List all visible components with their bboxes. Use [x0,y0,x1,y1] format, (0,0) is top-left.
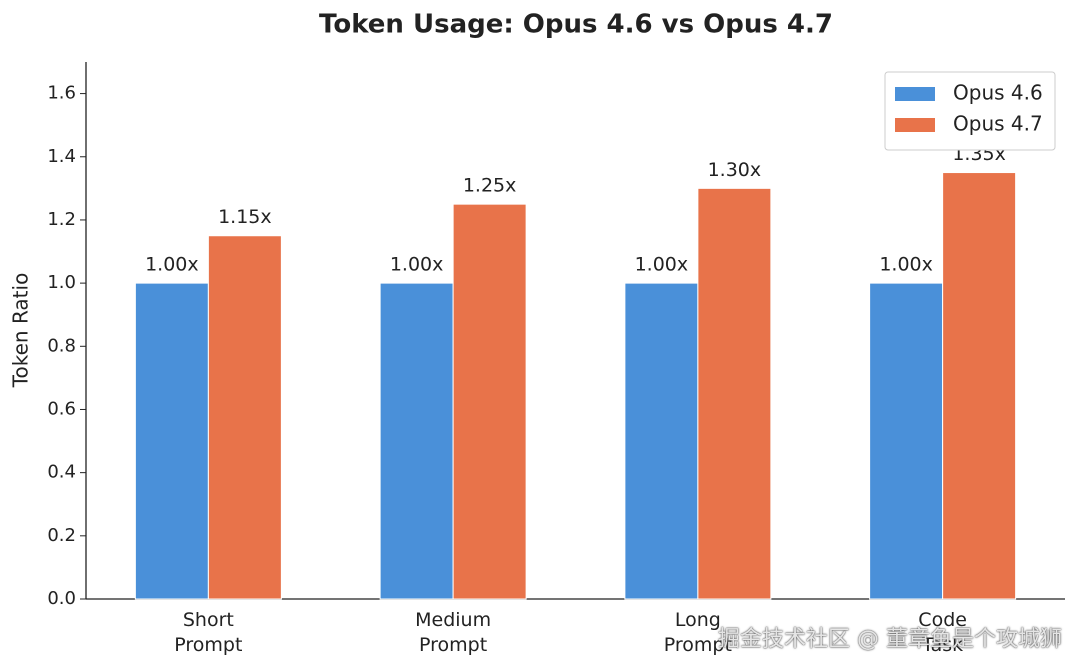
value-label: 1.00x [145,254,199,276]
y-tick-label: 0.6 [47,398,76,419]
bar [207,235,282,600]
value-label: 1.00x [635,254,689,276]
y-tick-label: 0.2 [47,525,76,546]
x-tick-label: Medium Prompt [415,609,492,656]
bar [942,172,1017,600]
bar [134,282,209,600]
y-tick-label: 0.8 [47,335,76,356]
x-tick-label: Long Prompt [663,609,732,656]
y-axis-label: Token Ratio [9,273,33,389]
legend-label: Opus 4.6 [953,81,1043,105]
value-label: 1.00x [879,254,933,276]
value-label: 1.15x [218,206,272,228]
chart-title: Token Usage: Opus 4.6 vs Opus 4.7 [319,10,833,40]
y-tick-label: 1.2 [47,209,76,230]
legend-label: Opus 4.7 [953,112,1043,136]
value-label: 1.30x [708,159,762,181]
bar [624,282,699,600]
y-tick-label: 1.0 [47,272,76,293]
y-tick-label: 1.4 [47,146,76,167]
y-tick-label: 1.6 [47,83,76,104]
x-tick-label: Short Prompt [174,609,243,656]
bar [379,282,454,600]
watermark: 掘金技术社区 @ 董章鱼是个攻城狮 [718,627,1062,652]
y-tick-label: 0.0 [47,588,76,609]
bar [452,203,527,600]
y-tick-label: 0.4 [47,462,76,483]
bar [697,187,772,600]
legend-swatch [895,118,935,132]
value-label: 1.00x [390,254,444,276]
bar [869,282,944,600]
legend-swatch [895,87,935,101]
value-label: 1.25x [463,175,517,197]
x-tick-label: Code Task [918,609,967,656]
